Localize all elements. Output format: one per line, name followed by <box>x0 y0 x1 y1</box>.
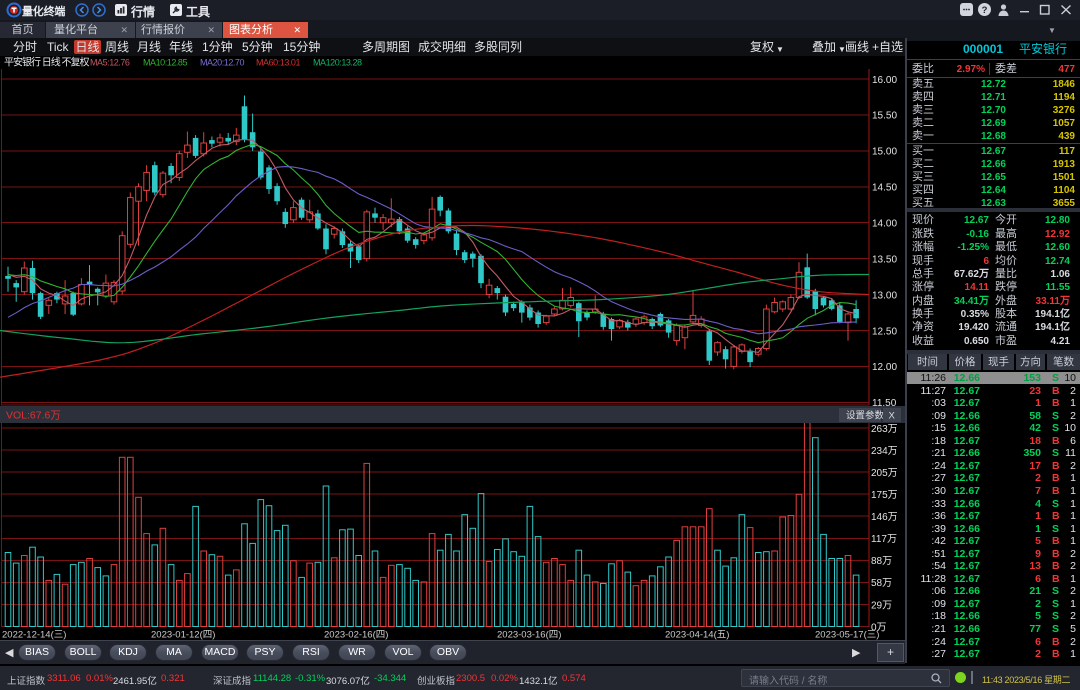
svg-text:2023-03-16(四): 2023-03-16(四) <box>497 630 561 641</box>
svg-text:平安银行 日线 不复权: 平安银行 日线 不复权 <box>4 56 90 69</box>
svg-text:29万: 29万 <box>871 600 892 611</box>
svg-text:设置参数: 设置参数 <box>846 410 885 422</box>
svg-text:2023-05-17(三): 2023-05-17(三) <box>815 630 879 641</box>
svg-text:15.00: 15.00 <box>872 147 897 158</box>
svg-text:MA60:13.01: MA60:13.01 <box>256 58 300 68</box>
svg-text:VOL:67.6万: VOL:67.6万 <box>6 410 61 422</box>
svg-text:146万: 146万 <box>871 512 898 523</box>
svg-text:MA10:12.85: MA10:12.85 <box>143 58 187 68</box>
svg-text:88万: 88万 <box>871 556 892 567</box>
svg-text:58万: 58万 <box>871 578 892 589</box>
svg-text:11.50: 11.50 <box>872 398 897 409</box>
svg-text:15.50: 15.50 <box>872 111 897 122</box>
svg-text:16.00: 16.00 <box>872 75 897 86</box>
svg-text:MA20:12.70: MA20:12.70 <box>200 58 244 68</box>
svg-text:175万: 175万 <box>871 490 898 501</box>
svg-text:0万: 0万 <box>871 622 887 633</box>
svg-text:13.50: 13.50 <box>872 254 897 265</box>
svg-text:?: ? <box>982 5 988 16</box>
svg-text:117万: 117万 <box>871 534 897 545</box>
svg-text:X: X <box>889 411 896 422</box>
svg-text:234万: 234万 <box>871 446 898 457</box>
svg-text:12.50: 12.50 <box>872 326 897 337</box>
svg-text:2023-04-14(五): 2023-04-14(五) <box>665 630 729 641</box>
svg-text:205万: 205万 <box>871 468 898 479</box>
svg-text:2023-02-16(四): 2023-02-16(四) <box>324 630 388 641</box>
svg-text:2022-12-14(三): 2022-12-14(三) <box>2 630 66 641</box>
svg-text:263万: 263万 <box>871 424 898 435</box>
svg-text:13.00: 13.00 <box>872 290 897 301</box>
svg-text:12.00: 12.00 <box>872 362 897 373</box>
svg-text:14.00: 14.00 <box>872 219 897 230</box>
svg-text:14.50: 14.50 <box>872 183 897 194</box>
svg-text:2023-01-12(四): 2023-01-12(四) <box>151 630 215 641</box>
svg-text:MA120:13.28: MA120:13.28 <box>313 58 362 68</box>
svg-text:MA5:12.76: MA5:12.76 <box>90 58 130 68</box>
